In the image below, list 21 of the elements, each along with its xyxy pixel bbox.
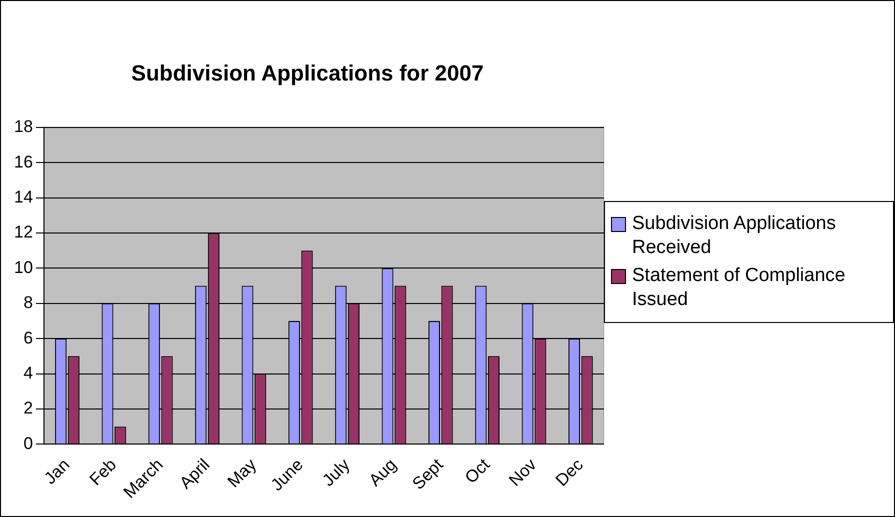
y-tick-label: 18	[14, 117, 33, 136]
legend-label: Statement of Compliance Issued	[632, 264, 846, 312]
x-tick-label: Nov	[505, 454, 540, 490]
x-tick-label: Jan	[40, 455, 74, 488]
chart-title: Subdivision Applications for 2007	[131, 60, 484, 86]
x-tick-label: May	[224, 454, 260, 492]
y-tick-label: 10	[14, 258, 33, 277]
legend-label: Subdivision Applications Received	[632, 212, 837, 260]
y-tick-label: 12	[14, 222, 33, 242]
y-tick-label: 14	[14, 187, 33, 206]
x-tick-label: Oct	[461, 454, 494, 488]
x-tick-label: Aug	[365, 455, 400, 490]
y-tick-label: 16	[14, 152, 33, 172]
y-tick-label: 2	[23, 398, 33, 418]
x-tick-label: Dec	[552, 454, 588, 490]
y-tick-label: 0	[23, 434, 33, 453]
y-tick-label: 8	[23, 293, 33, 312]
x-tick-label: July	[318, 454, 354, 490]
y-tick-label: 6	[23, 328, 33, 348]
y-tick-label: 4	[23, 363, 33, 382]
x-tick-label: Feb	[86, 455, 120, 490]
